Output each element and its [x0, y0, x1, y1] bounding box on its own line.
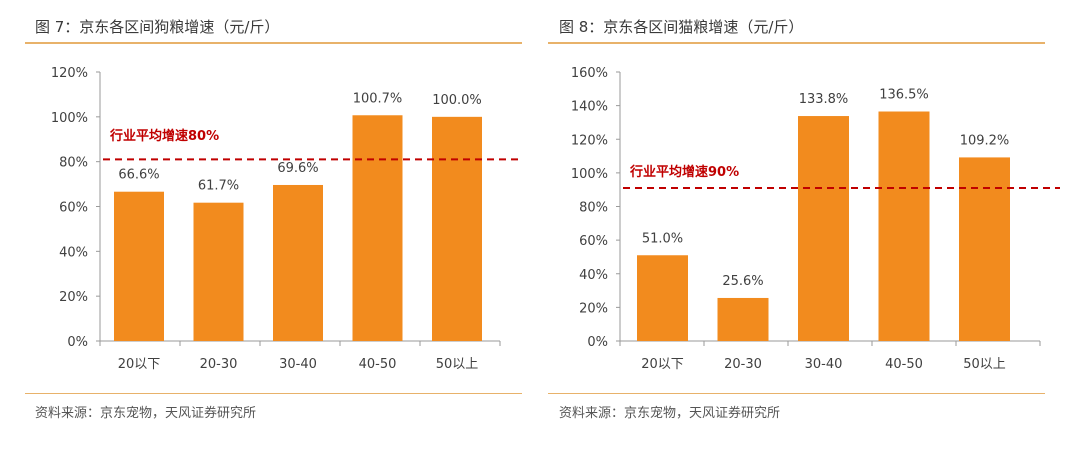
bar — [717, 297, 769, 341]
y-tick-label: 40% — [59, 245, 88, 260]
bar-value-label: 66.6% — [118, 168, 159, 183]
average-reference-label: 行业平均增速90% — [629, 164, 739, 180]
y-tick-label: 20% — [579, 301, 608, 316]
source-rule — [548, 393, 1045, 394]
bar — [637, 255, 688, 341]
figure-title: 图 8：京东各区间猫粮增速（元/斤） — [559, 18, 804, 36]
x-category-label: 20-30 — [724, 357, 762, 372]
figure-8-panel: 图 8：京东各区间猫粮增速（元/斤） 0% 20% 40% 60% 80% 100% 120… — [540, 0, 1080, 451]
x-category-label: 40-50 — [885, 357, 923, 372]
bar — [193, 202, 244, 341]
y-tick-label: 40% — [579, 268, 608, 283]
bar — [798, 116, 849, 341]
y-tick-label: 120% — [571, 133, 608, 148]
y-tick-label: 100% — [571, 167, 608, 182]
x-category-label: 30-40 — [279, 357, 317, 372]
y-tick-label: 20% — [59, 290, 88, 305]
bar-value-label: 69.6% — [277, 161, 318, 176]
y-tick-label: 60% — [59, 201, 88, 216]
y-tick-label: 120% — [51, 66, 88, 81]
source-note: 资料来源：京东宠物，天风证券研究所 — [35, 406, 257, 421]
bar-value-label: 25.6% — [722, 274, 763, 289]
y-tick-label: 80% — [579, 201, 608, 216]
bar-value-label: 133.8% — [799, 92, 849, 107]
x-category-label: 20以下 — [641, 357, 684, 372]
y-tick-label: 100% — [51, 111, 88, 126]
bar — [352, 115, 403, 342]
cat-food-growth-chart: 0% 20% 40% 60% 80% 100% 120% 140% 160% 51.0% 20以下 2… — [571, 66, 1060, 372]
y-tick-label: 60% — [579, 234, 608, 249]
x-category-label: 20以下 — [118, 357, 161, 372]
bar-value-label: 109.2% — [960, 133, 1010, 148]
y-tick-label: 80% — [59, 156, 88, 171]
bar — [114, 191, 164, 341]
x-category-label: 30-40 — [805, 357, 843, 372]
x-category-label: 20-30 — [200, 357, 238, 372]
x-category-label: 50以上 — [963, 357, 1006, 372]
y-tick-label: 140% — [571, 100, 608, 115]
dog-food-growth-chart: 0% 20% 40% 60% 80% 100% 120% 66.6% 20以下 61.7% 20-3… — [51, 66, 520, 372]
y-tick-label: 0% — [67, 335, 88, 350]
bar-value-label: 61.7% — [198, 179, 239, 194]
source-note: 资料来源：京东宠物，天风证券研究所 — [559, 406, 781, 421]
bar — [432, 116, 482, 341]
source-rule — [25, 393, 522, 394]
x-category-label: 50以上 — [436, 357, 479, 372]
bar-value-label: 100.7% — [353, 91, 403, 106]
x-category-label: 40-50 — [359, 357, 397, 372]
title-rule — [25, 42, 522, 44]
bar-value-label: 100.0% — [432, 93, 482, 108]
bar-value-label: 136.5% — [879, 88, 929, 103]
title-rule — [548, 42, 1045, 44]
bar — [878, 111, 930, 342]
y-tick-label: 0% — [587, 335, 608, 350]
bar — [959, 157, 1010, 341]
y-tick-label: 160% — [571, 66, 608, 81]
figure-title: 图 7：京东各区间狗粮增速（元/斤） — [35, 18, 280, 36]
bar — [273, 184, 323, 341]
bar-value-label: 51.0% — [642, 231, 683, 246]
average-reference-label: 行业平均增速80% — [109, 128, 219, 144]
figure-7-panel: 图 7：京东各区间狗粮增速（元/斤） 0% 20% 40% 60% 80% 100% 120… — [25, 18, 522, 421]
